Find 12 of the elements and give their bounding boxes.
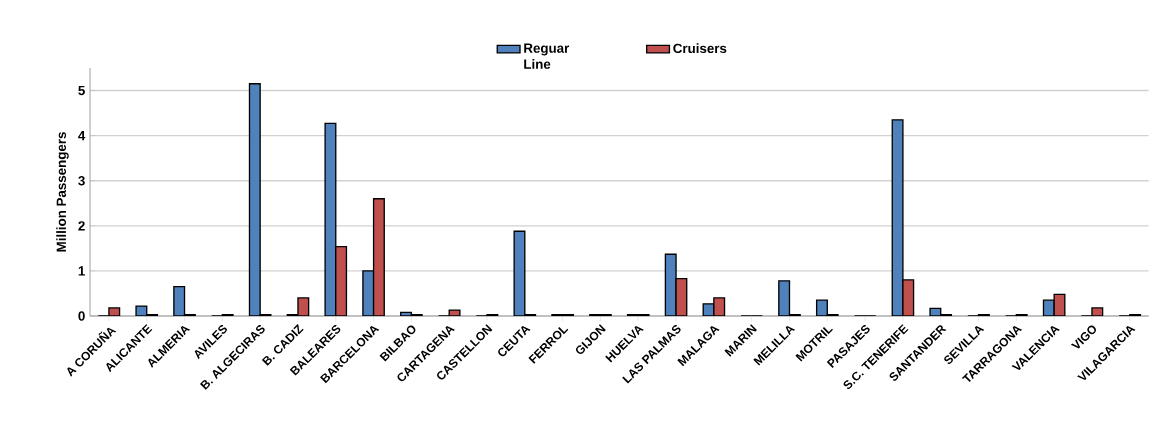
legend-label: Cruisers [673, 43, 727, 54]
y-tick-label: 2 [78, 221, 85, 231]
y-tick-label: 4 [78, 131, 86, 141]
y-tick-label: 5 [78, 86, 85, 96]
bar [778, 280, 791, 317]
bar [372, 198, 385, 317]
legend-label: Reguar Line [524, 43, 570, 70]
y-tick-label: 1 [78, 266, 85, 276]
y-axis-title: Million Passengers [56, 132, 69, 252]
y-tick-label: 3 [78, 176, 85, 186]
y-tick-label: 0 [78, 311, 85, 321]
bar [335, 246, 348, 317]
